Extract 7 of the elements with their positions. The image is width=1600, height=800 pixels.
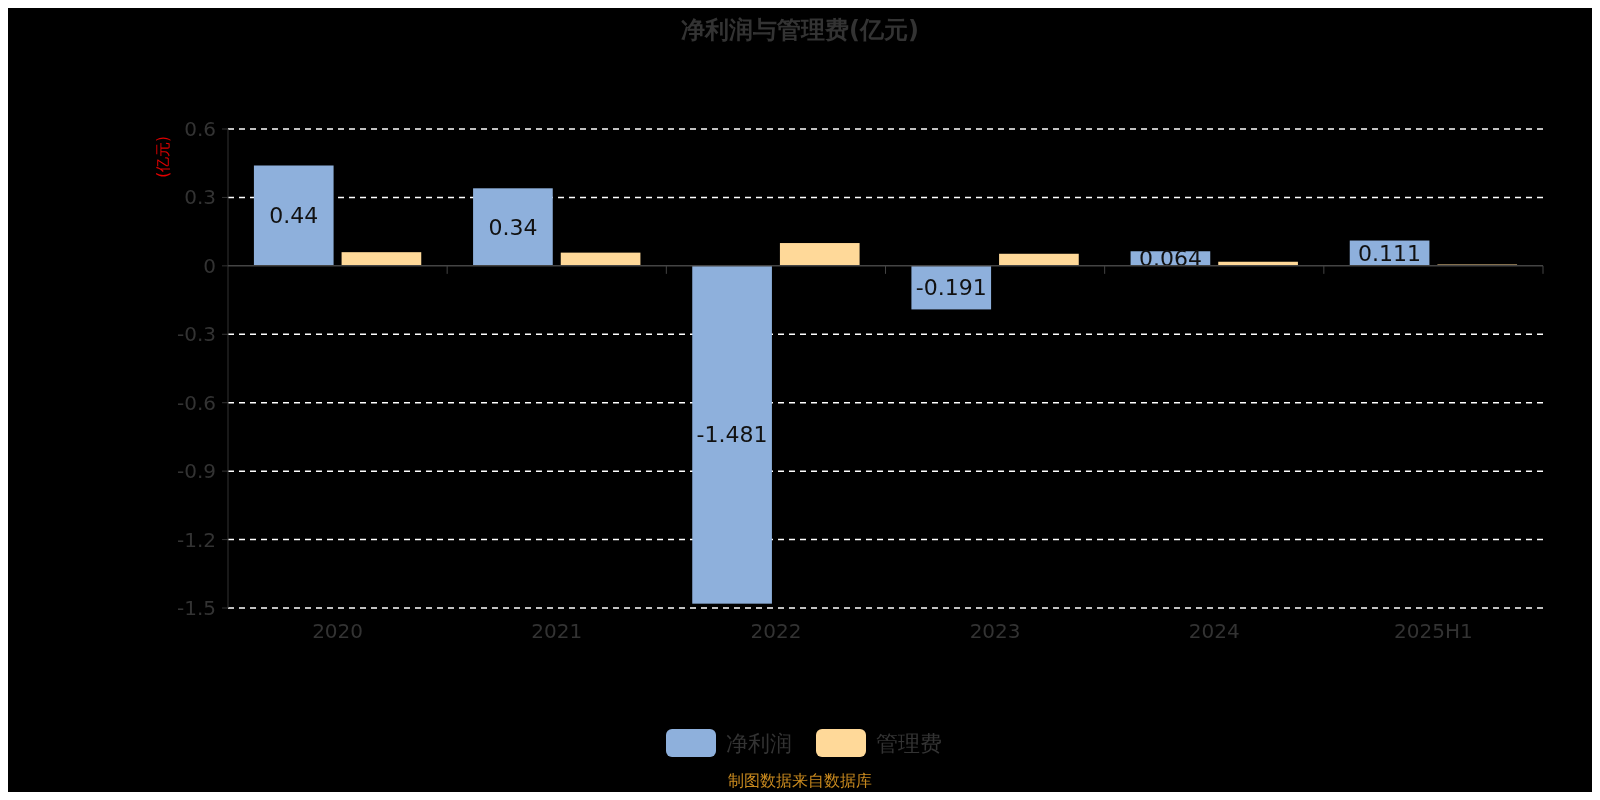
text: 制图数据来自数据库: [728, 771, 872, 790]
data-label: -0.191: [915, 275, 987, 301]
y-axis-title: (亿元): [154, 136, 172, 178]
data-label: 0.111: [1358, 240, 1422, 266]
data-label: 0.44: [269, 203, 319, 229]
data-label: -1.481: [696, 422, 768, 448]
data-label: 0.34: [488, 214, 538, 240]
